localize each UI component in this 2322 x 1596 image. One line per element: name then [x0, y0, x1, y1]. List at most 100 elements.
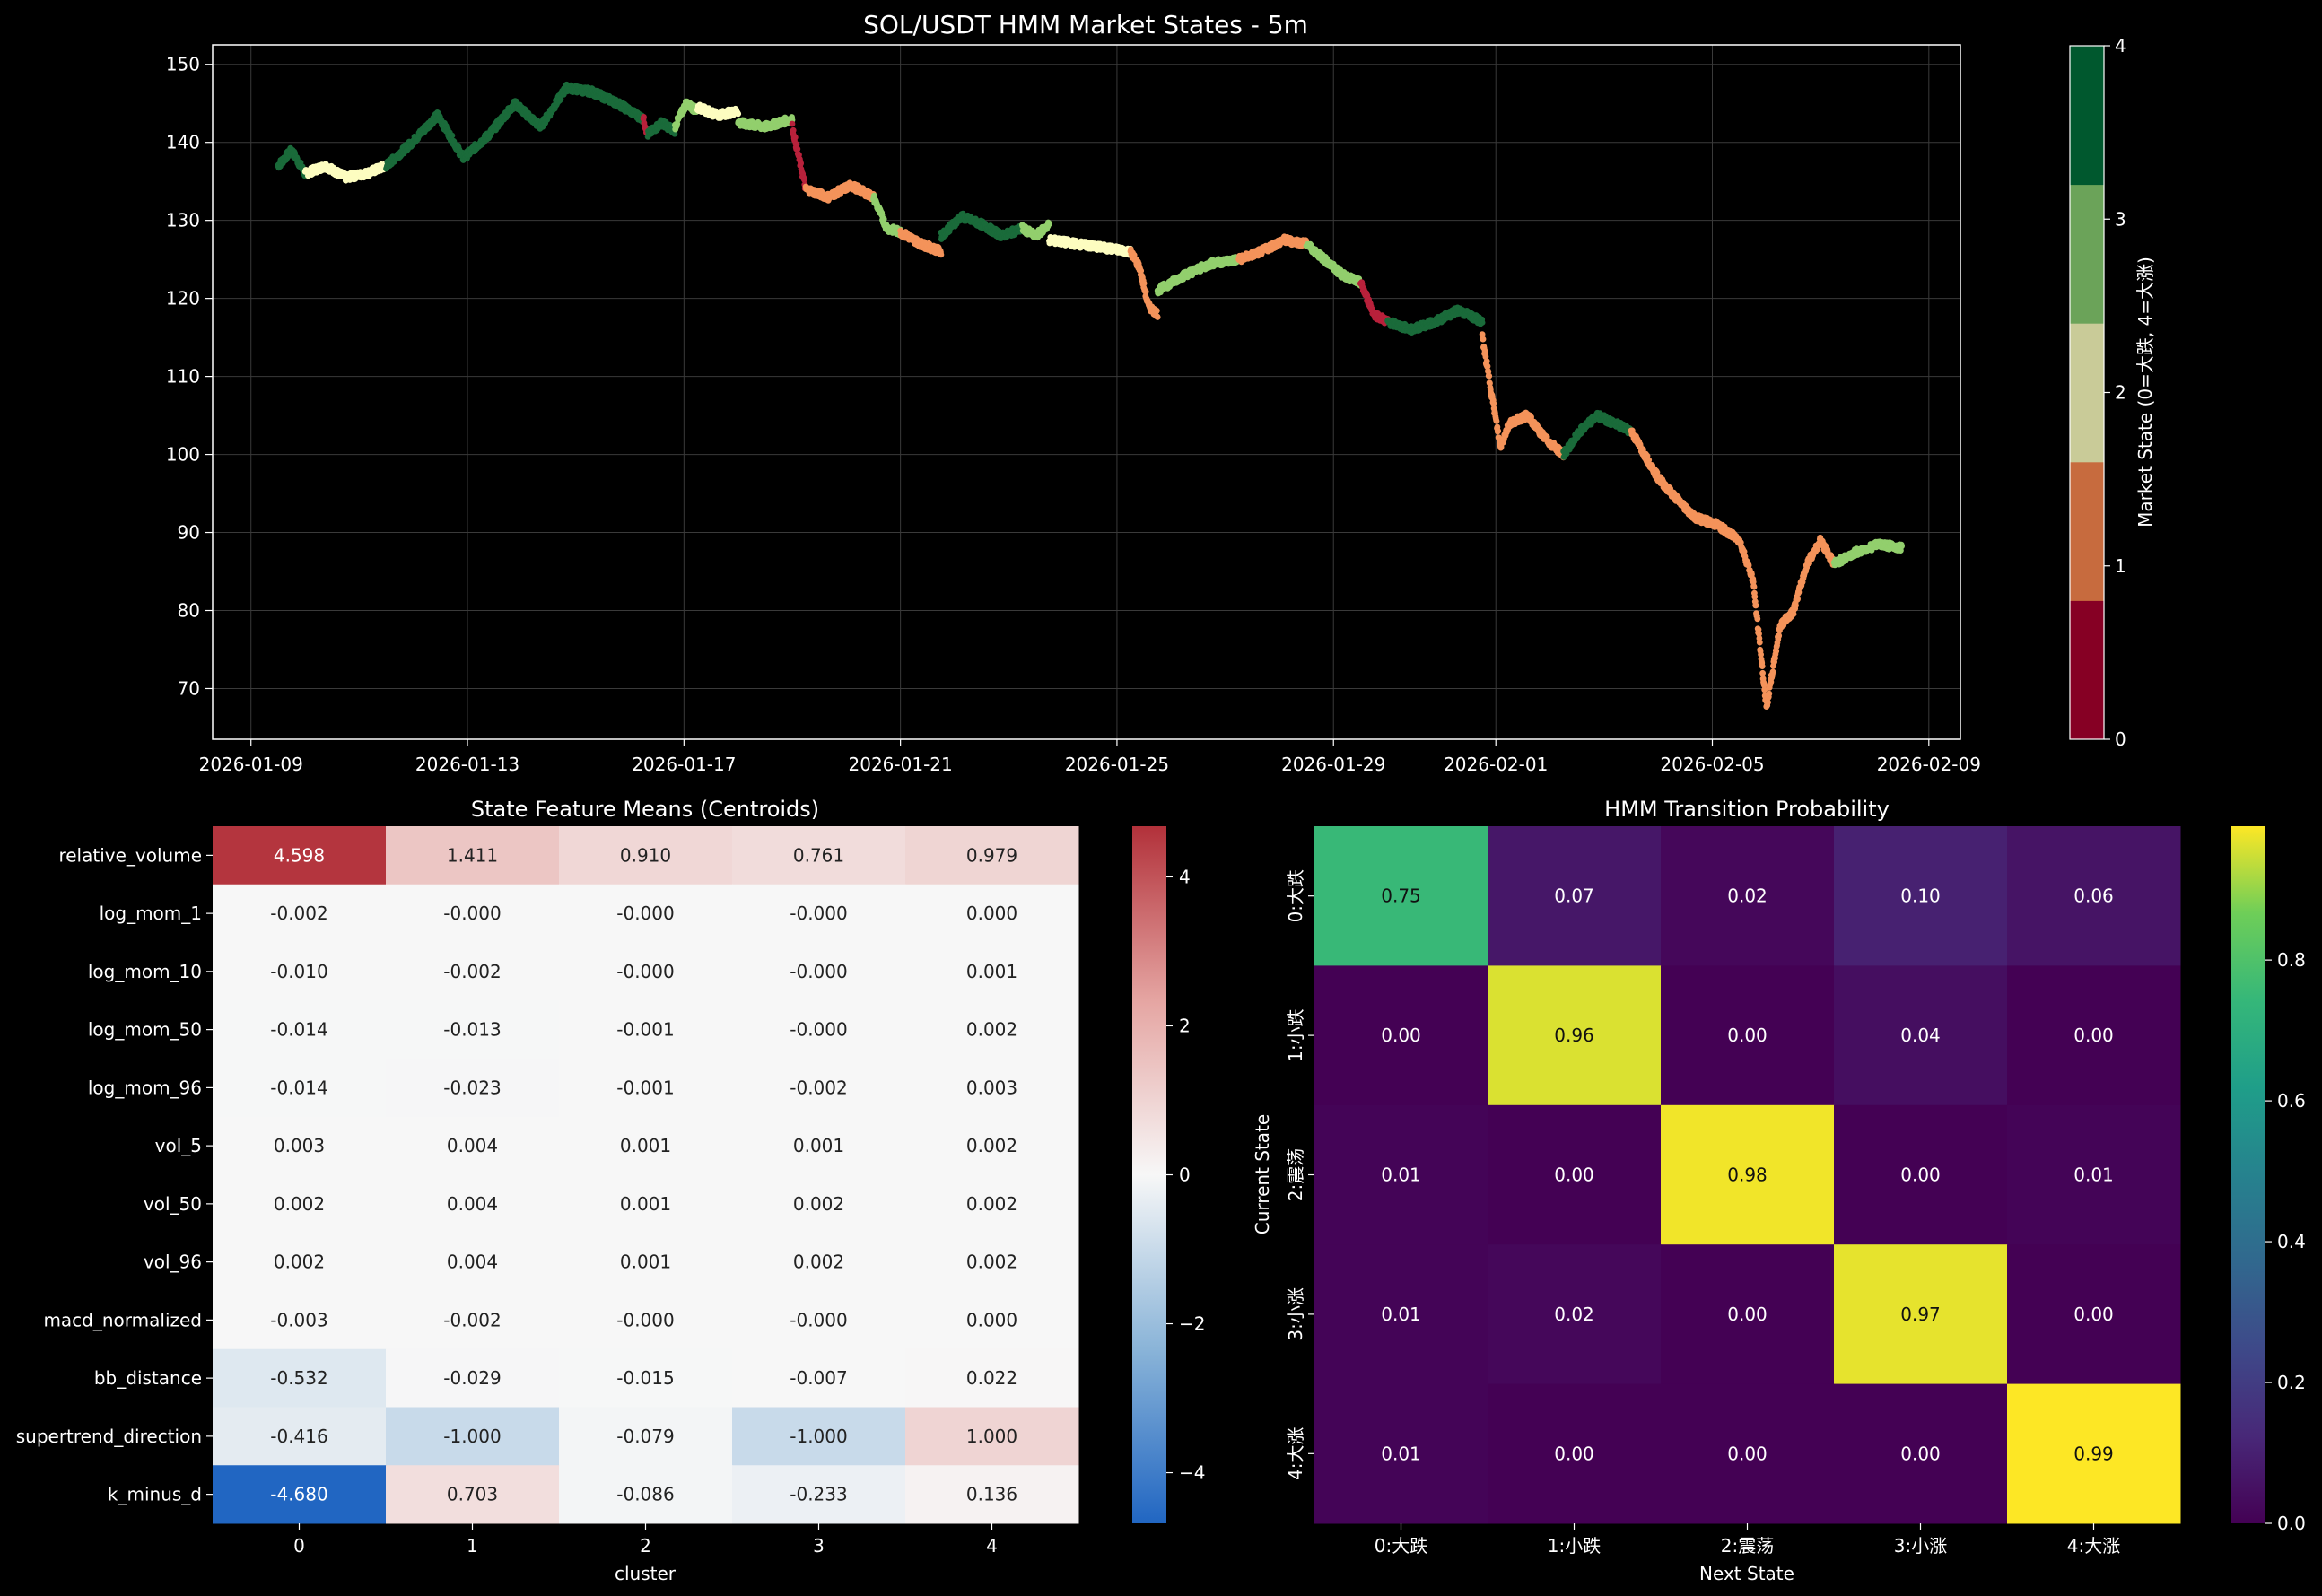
- centroid-col-label: 2: [640, 1535, 651, 1557]
- transition-cell-label: 0.00: [2073, 1025, 2114, 1046]
- price-point: [1759, 669, 1766, 676]
- price-point: [1750, 583, 1758, 590]
- price-title: SOL/USDT HMM Market States - 5m: [863, 10, 1308, 39]
- transition-cell-label: 0.00: [1727, 1025, 1768, 1046]
- transition-cell-label: 0.04: [1900, 1025, 1941, 1046]
- price-point: [1793, 602, 1799, 609]
- centroid-cell-label: 0.001: [620, 1135, 671, 1156]
- transition-col-label: 3:小涨: [1894, 1535, 1947, 1557]
- centroid-row-label: log_mom_1: [100, 903, 202, 924]
- centroid-cell-label: -0.015: [616, 1367, 674, 1389]
- price-grid: [213, 45, 1960, 739]
- price-y-tick-label: 150: [166, 54, 200, 75]
- centroid-cell-label: -4.680: [270, 1484, 327, 1505]
- price-point: [880, 215, 887, 222]
- centroid-col-label: 1: [467, 1535, 478, 1557]
- centroid-colorbar: [1132, 826, 1166, 1523]
- price-x-tick-label: 2026-01-13: [415, 754, 519, 775]
- centroid-col-label: 0: [293, 1535, 305, 1557]
- centroid-colorbar-tick-label: 2: [1179, 1015, 1191, 1036]
- state-colorbar-tick-label: 3: [2115, 208, 2126, 230]
- price-point: [801, 176, 807, 183]
- centroid-cell-label: 0.000: [966, 903, 1017, 924]
- centroid-cell-label: -1.000: [443, 1426, 501, 1447]
- centroid-title: State Feature Means (Centroids): [471, 797, 819, 822]
- price-point: [1766, 690, 1773, 697]
- centroid-cell-label: -0.000: [616, 1309, 674, 1330]
- transition-cell-label: 0.02: [1554, 1304, 1594, 1325]
- price-y-tick-label: 120: [166, 288, 200, 310]
- centroid-cell-label: -0.000: [790, 1019, 847, 1041]
- transition-cell-label: 0.99: [2073, 1443, 2114, 1464]
- centroid-cell-label: 0.761: [793, 844, 844, 866]
- price-x-tick-label: 2026-02-09: [1877, 754, 1981, 775]
- transition-ylabel: Current State: [1252, 1114, 1273, 1234]
- transition-cell-label: 0.00: [1554, 1443, 1594, 1464]
- price-point: [1486, 372, 1493, 379]
- centroid-cell-label: -0.014: [270, 1019, 327, 1041]
- transition-cell-label: 0.00: [1727, 1304, 1768, 1325]
- price-x-tick-label: 2026-01-25: [1065, 754, 1169, 775]
- transition-cell-label: 0.00: [1900, 1443, 1941, 1464]
- centroid-colorbar-tick-label: −4: [1179, 1462, 1205, 1484]
- transition-row-label: 3:小涨: [1285, 1287, 1306, 1340]
- centroid-cell-label: -0.000: [790, 1309, 847, 1330]
- transition-cell-label: 0.01: [1381, 1164, 1421, 1186]
- centroid-row-label: log_mom_10: [88, 961, 202, 982]
- transition-cell-label: 0.00: [1381, 1025, 1421, 1046]
- price-point: [1140, 280, 1148, 287]
- centroid-cell-label: 0.136: [966, 1484, 1017, 1505]
- price-point: [1153, 307, 1160, 314]
- transition-row-label: 1:小跌: [1285, 1008, 1306, 1061]
- price-y-tick-label: 130: [166, 210, 200, 231]
- centroid-cell-label: 0.004: [447, 1135, 498, 1156]
- price-x-tick-label: 2026-01-17: [632, 754, 736, 775]
- centroid-cell-label: 0.022: [966, 1367, 1017, 1389]
- centroid-cell-label: 0.003: [966, 1077, 1017, 1098]
- centroid-cell-label: 0.001: [966, 961, 1017, 982]
- price-y-tick-label: 140: [166, 132, 200, 153]
- centroid-row-label: supertrend_direction: [16, 1426, 202, 1447]
- transition-row-label: 4:大涨: [1285, 1427, 1306, 1480]
- price-panel: SOL/USDT HMM Market States - 5m 70809010…: [166, 10, 1981, 775]
- centroid-cell-label: 0.004: [447, 1252, 498, 1273]
- price-x-tick-label: 2026-01-29: [1281, 754, 1385, 775]
- centroid-row-label: relative_volume: [58, 844, 202, 866]
- price-point: [1495, 428, 1502, 434]
- price-point: [1754, 615, 1761, 623]
- price-point: [1752, 602, 1759, 609]
- centroid-cell-label: 0.002: [793, 1193, 844, 1215]
- price-x-tick-label: 2026-01-21: [849, 754, 953, 775]
- price-point: [789, 120, 796, 127]
- state-colorbar-tick-label: 2: [2115, 382, 2126, 404]
- price-point: [641, 113, 647, 120]
- price-point: [1769, 668, 1776, 676]
- transition-cell-label: 0.75: [1381, 885, 1421, 907]
- transition-cell-label: 0.98: [1727, 1164, 1768, 1186]
- transition-col-label: 1:小跌: [1548, 1535, 1601, 1557]
- centroid-cell-label: 0.003: [274, 1135, 325, 1156]
- centroid-cell-label: 0.002: [274, 1193, 325, 1215]
- transition-cell-label: 0.96: [1554, 1025, 1594, 1046]
- transition-cell-label: 0.01: [1381, 1304, 1421, 1325]
- centroid-row-label: log_mom_50: [88, 1019, 202, 1041]
- transition-colorbar-tick-label: 0.0: [2277, 1513, 2306, 1534]
- centroid-cell-label: -0.000: [443, 903, 501, 924]
- transition-cell-label: 0.00: [1900, 1164, 1941, 1186]
- transition-cell-label: 0.00: [1727, 1443, 1768, 1464]
- transition-col-label: 2:震荡: [1721, 1535, 1774, 1557]
- transition-colorbar-tick-label: 0.4: [2277, 1231, 2306, 1252]
- centroid-cell-label: -1.000: [790, 1426, 847, 1447]
- price-point: [793, 141, 800, 148]
- centroid-cell-label: 0.001: [620, 1252, 671, 1273]
- price-point: [1480, 336, 1487, 343]
- transition-cell-label: 0.07: [1554, 885, 1594, 907]
- centroid-cell-label: -0.233: [790, 1484, 847, 1505]
- price-point: [449, 132, 456, 139]
- centroid-cell-label: -0.000: [616, 961, 674, 982]
- transition-row-label: 0:大跌: [1285, 869, 1306, 922]
- centroid-cell-label: -0.002: [443, 1309, 501, 1330]
- centroid-col-label: 3: [813, 1535, 825, 1557]
- centroid-cell-label: 0.703: [447, 1484, 498, 1505]
- price-points: [275, 81, 1906, 710]
